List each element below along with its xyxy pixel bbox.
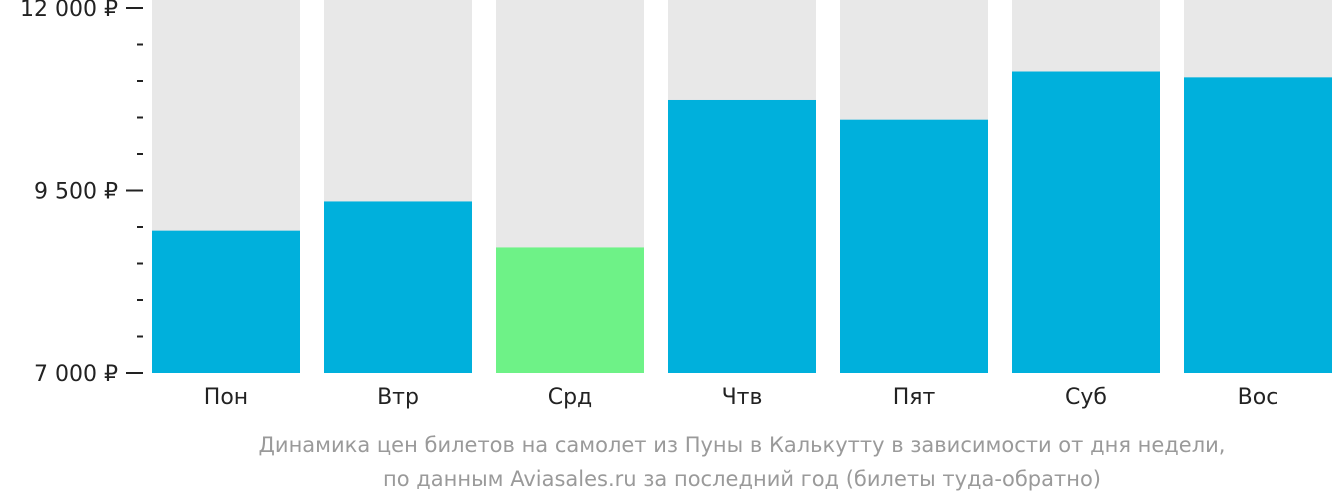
x-tick-label: Пон — [204, 385, 248, 410]
bar-0[interactable] — [152, 230, 300, 373]
x-tick-label: Вос — [1238, 385, 1279, 410]
y-tick-label: 12 000 ₽ — [20, 0, 118, 22]
x-axis-labels: Пон Втр Срд Чтв Пят Суб Вос — [204, 385, 1279, 410]
price-bar-chart: 12 000 ₽ 9 500 ₽ 7 000 ₽ Пон Втр Срд Чтв Пят Су… — [20, 0, 1332, 410]
y-tick-label: 9 500 ₽ — [34, 180, 118, 205]
x-tick-label: Чтв — [722, 385, 763, 410]
x-tick-label: Пят — [893, 385, 936, 410]
x-tick-label: Суб — [1065, 385, 1107, 410]
bar-1[interactable] — [324, 201, 472, 373]
bar-5[interactable] — [1012, 71, 1160, 373]
x-tick-label: Втр — [377, 385, 419, 410]
y-tick-label: 7 000 ₽ — [34, 362, 118, 387]
chart-caption-line-1: Динамика цен билетов на самолет из Пуны … — [258, 433, 1226, 457]
chart-caption-line-2: по данным Aviasales.ru за последний год … — [383, 467, 1101, 491]
bar-4[interactable] — [840, 119, 988, 373]
bar-3[interactable] — [668, 99, 816, 373]
bars — [152, 0, 1332, 373]
x-tick-label: Срд — [548, 385, 593, 410]
bar-6[interactable] — [1184, 77, 1332, 373]
bar-2[interactable] — [496, 247, 644, 373]
y-axis: 12 000 ₽ 9 500 ₽ 7 000 ₽ — [20, 0, 143, 387]
